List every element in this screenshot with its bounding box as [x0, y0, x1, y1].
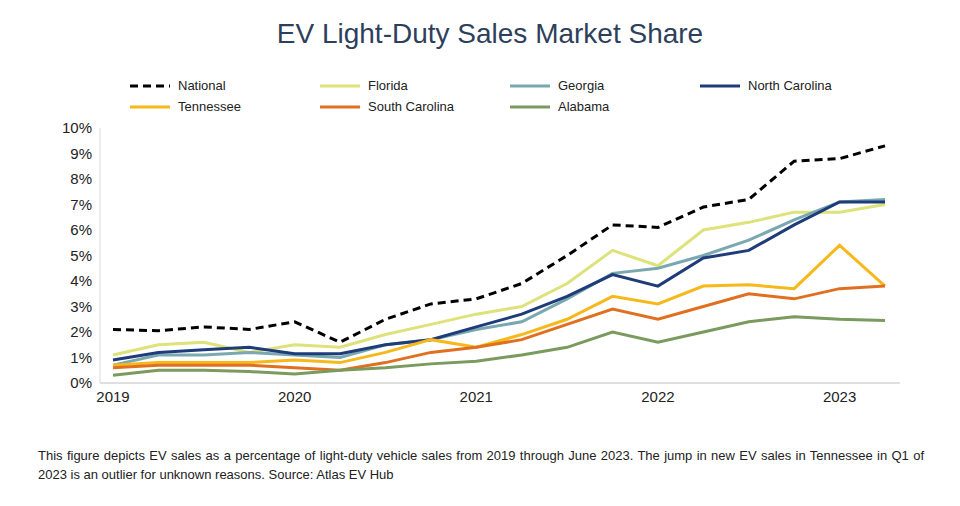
html-text:South Carolina: South Carolina	[368, 99, 454, 114]
svg-text:5%: 5%	[70, 247, 92, 264]
svg-text:2%: 2%	[70, 323, 92, 340]
svg-text:1%: 1%	[70, 349, 92, 366]
svg-text:10%: 10%	[62, 119, 92, 136]
svg-text:2023: 2023	[823, 388, 856, 405]
html-text:Alabama: Alabama	[558, 99, 610, 114]
html-text:Tennessee: Tennessee	[178, 99, 241, 114]
svg-text:9%: 9%	[70, 145, 92, 162]
svg-text:2022: 2022	[641, 388, 674, 405]
svg-text:8%: 8%	[70, 170, 92, 187]
svg-text:0%: 0%	[70, 374, 92, 391]
html-text:North Carolina: North Carolina	[748, 78, 832, 93]
html-text:Georgia: Georgia	[558, 78, 605, 93]
html-text:This figure depicts EV sales a: This figure depicts EV sales as a percen…	[38, 448, 924, 482]
html-text:EV Light-Duty Sales Market Sha: EV Light-Duty Sales Market Share	[276, 18, 704, 49]
svg-text:2019: 2019	[96, 388, 129, 405]
svg-text:2020: 2020	[278, 388, 311, 405]
html-text:National: National	[178, 78, 226, 93]
svg-text:3%: 3%	[70, 298, 92, 315]
svg-text:6%: 6%	[70, 221, 92, 238]
html-text:Florida: Florida	[368, 78, 408, 93]
svg-text:4%: 4%	[70, 272, 92, 289]
svg-text:7%: 7%	[70, 196, 92, 213]
svg-text:2021: 2021	[460, 388, 493, 405]
